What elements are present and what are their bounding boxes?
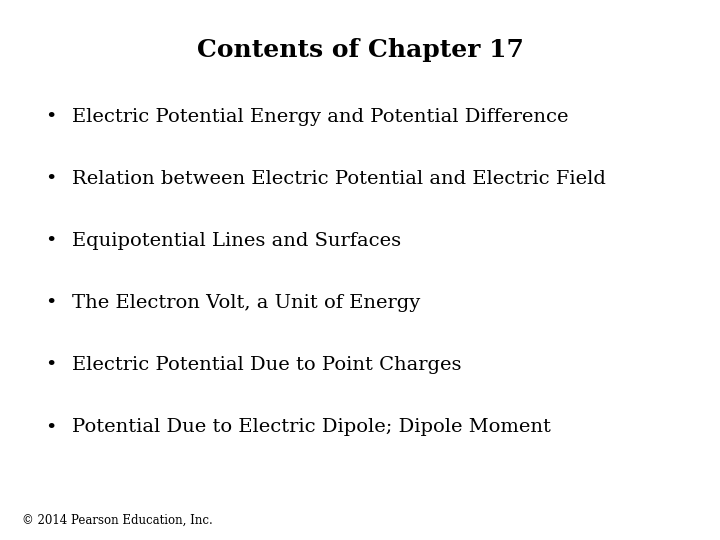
Text: •: •	[45, 418, 56, 436]
Text: © 2014 Pearson Education, Inc.: © 2014 Pearson Education, Inc.	[22, 514, 212, 526]
Text: Equipotential Lines and Surfaces: Equipotential Lines and Surfaces	[72, 232, 401, 250]
Text: •: •	[45, 232, 56, 250]
Text: The Electron Volt, a Unit of Energy: The Electron Volt, a Unit of Energy	[72, 294, 420, 312]
Text: •: •	[45, 170, 56, 188]
Text: Electric Potential Due to Point Charges: Electric Potential Due to Point Charges	[72, 356, 462, 374]
Text: Electric Potential Energy and Potential Difference: Electric Potential Energy and Potential …	[72, 108, 569, 126]
Text: •: •	[45, 294, 56, 312]
Text: Relation between Electric Potential and Electric Field: Relation between Electric Potential and …	[72, 170, 606, 188]
Text: •: •	[45, 356, 56, 374]
Text: Potential Due to Electric Dipole; Dipole Moment: Potential Due to Electric Dipole; Dipole…	[72, 418, 551, 436]
Text: •: •	[45, 108, 56, 126]
Text: Contents of Chapter 17: Contents of Chapter 17	[197, 38, 523, 62]
